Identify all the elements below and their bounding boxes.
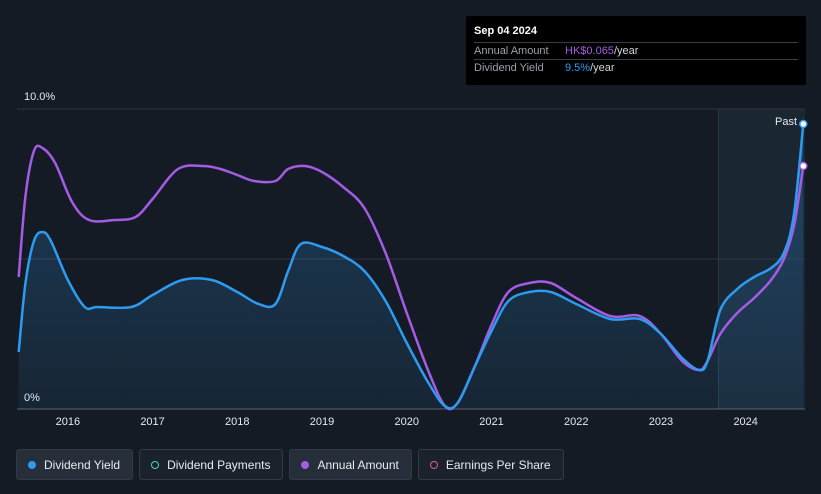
x-tick-label: 2023 — [649, 416, 673, 428]
series-layer — [17, 119, 808, 411]
tooltip-row-annual-amount: Annual Amount HK$0.065 /year — [474, 43, 798, 60]
tooltip-unit: /year — [590, 62, 615, 74]
dividend-yield-end-marker — [799, 119, 808, 129]
x-tick-label: 2018 — [225, 416, 249, 428]
tooltip-value: 9.5% — [565, 62, 591, 74]
legend-dot-icon — [28, 460, 36, 469]
x-tick-label: 2024 — [733, 416, 757, 428]
legend-item-dividend-payments[interactable]: Dividend Payments — [139, 449, 284, 480]
legend-ring-icon — [151, 460, 160, 469]
legend-item-earnings-per-share[interactable]: Earnings Per Share — [417, 449, 564, 480]
legend-ring-icon — [429, 460, 438, 469]
tooltip-row-dividend-yield: Dividend Yield 9.5% /year — [474, 60, 798, 77]
x-tick-label: 2017 — [140, 416, 164, 428]
tooltip-unit: /year — [613, 45, 639, 57]
tooltip-value: HK$0.065 — [565, 45, 614, 57]
y-tick-label: 0% — [24, 392, 40, 404]
legend-item-annual-amount[interactable]: Annual Amount — [289, 449, 412, 480]
y-tick-label: 10.0% — [24, 91, 55, 103]
legend-label: Earnings Per Share — [445, 457, 551, 472]
tooltip: Sep 04 2024 Annual Amount HK$0.065 /year… — [466, 16, 806, 85]
x-tick-label: 2019 — [310, 416, 334, 428]
past-label: Past — [775, 116, 797, 128]
legend-item-dividend-yield[interactable]: Dividend Yield — [16, 449, 134, 480]
dividend-yield-line — [17, 123, 805, 410]
tooltip-label: Annual Amount — [474, 45, 549, 57]
tooltip-label: Dividend Yield — [474, 62, 544, 74]
x-tick-label: 2016 — [56, 416, 80, 428]
x-tick-label: 2022 — [564, 416, 588, 428]
chart-legend: Dividend Yield Dividend Payments Annual … — [16, 449, 564, 480]
legend-dot-icon — [301, 460, 310, 469]
annual-amount-end-marker — [799, 161, 808, 171]
axis-labels: 10.0% 0% 2016 2017 2018 2019 2020 2021 2022 2023 2… — [24, 91, 758, 428]
x-tick-label: 2021 — [479, 416, 503, 428]
x-tick-label: 2020 — [395, 416, 419, 428]
legend-label: Dividend Yield — [44, 457, 121, 472]
legend-label: Dividend Payments — [167, 457, 271, 472]
dividend-chart: Past 10.0% 0% 2016 2017 2018 2019 2020 2021 2022… — [17, 91, 808, 428]
legend-label: Annual Amount — [317, 457, 399, 472]
tooltip-date: Sep 04 2024 — [474, 24, 798, 43]
dividend-yield-area — [18, 124, 804, 409]
